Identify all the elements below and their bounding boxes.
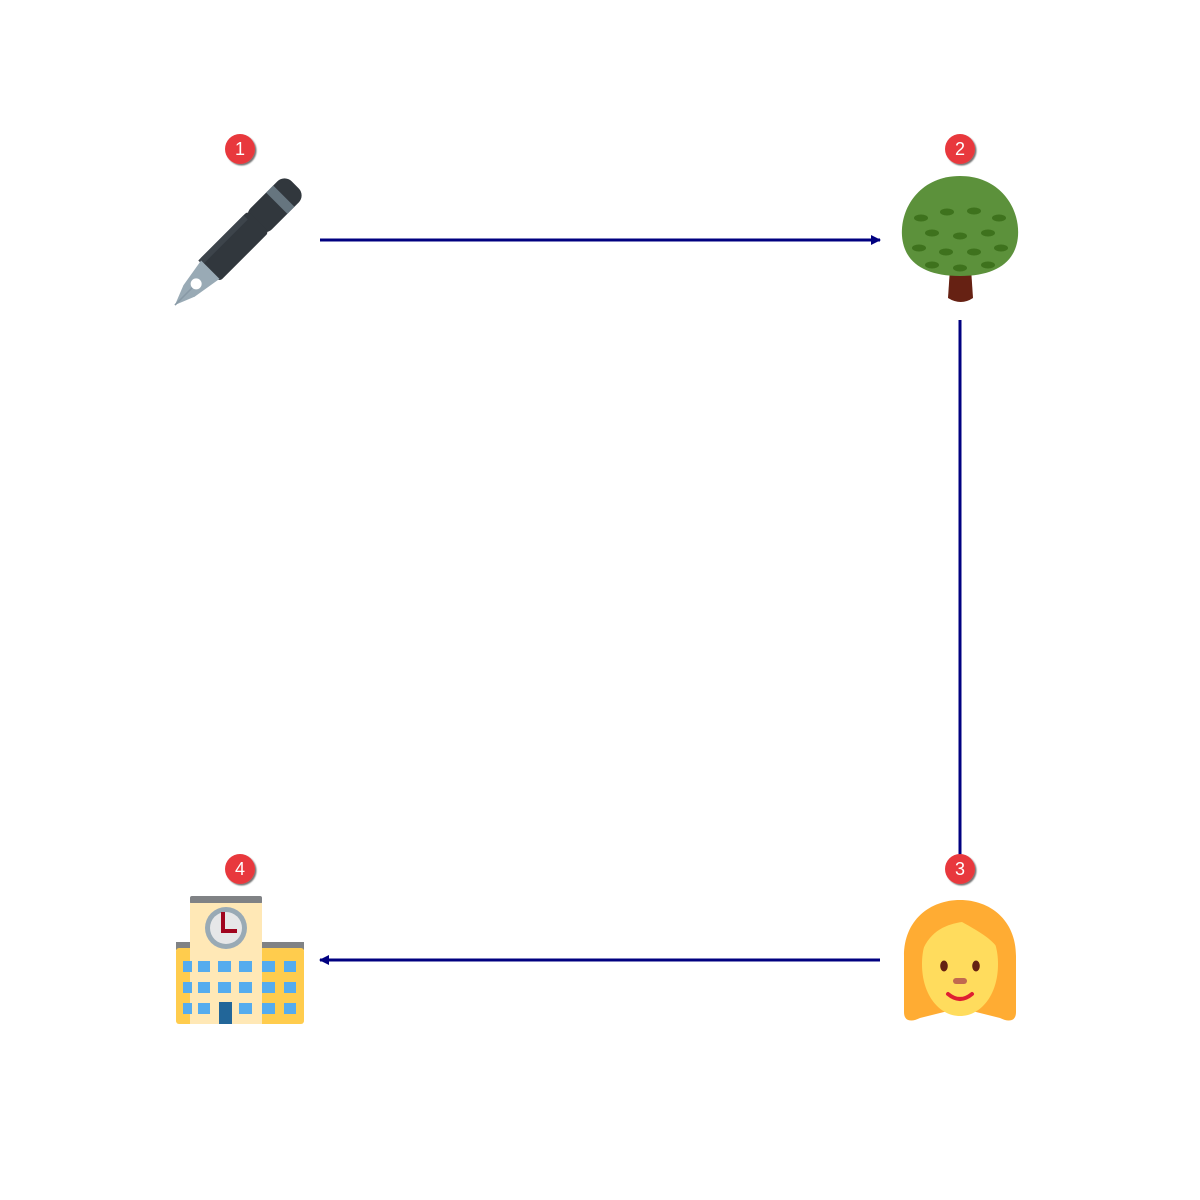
- step-badge-3: 3: [945, 854, 975, 884]
- woman-face-icon: [904, 900, 1016, 1021]
- fountain-pen-icon: [174, 178, 302, 306]
- step-number-2: 2: [955, 139, 965, 159]
- deciduous-tree-icon: [901, 176, 1019, 302]
- step-number-3: 3: [955, 859, 965, 879]
- node-school[interactable]: 4: [176, 854, 304, 1024]
- step-badge-4: 4: [225, 854, 255, 884]
- node-woman[interactable]: 3: [904, 854, 1016, 1021]
- school-building-icon: [176, 896, 304, 1024]
- node-tree[interactable]: 2: [901, 134, 1019, 302]
- step-badge-1: 1: [225, 134, 255, 164]
- step-badge-2: 2: [945, 134, 975, 164]
- node-pen[interactable]: 1: [164, 134, 305, 316]
- step-number-4: 4: [235, 859, 245, 879]
- step-number-1: 1: [235, 139, 245, 159]
